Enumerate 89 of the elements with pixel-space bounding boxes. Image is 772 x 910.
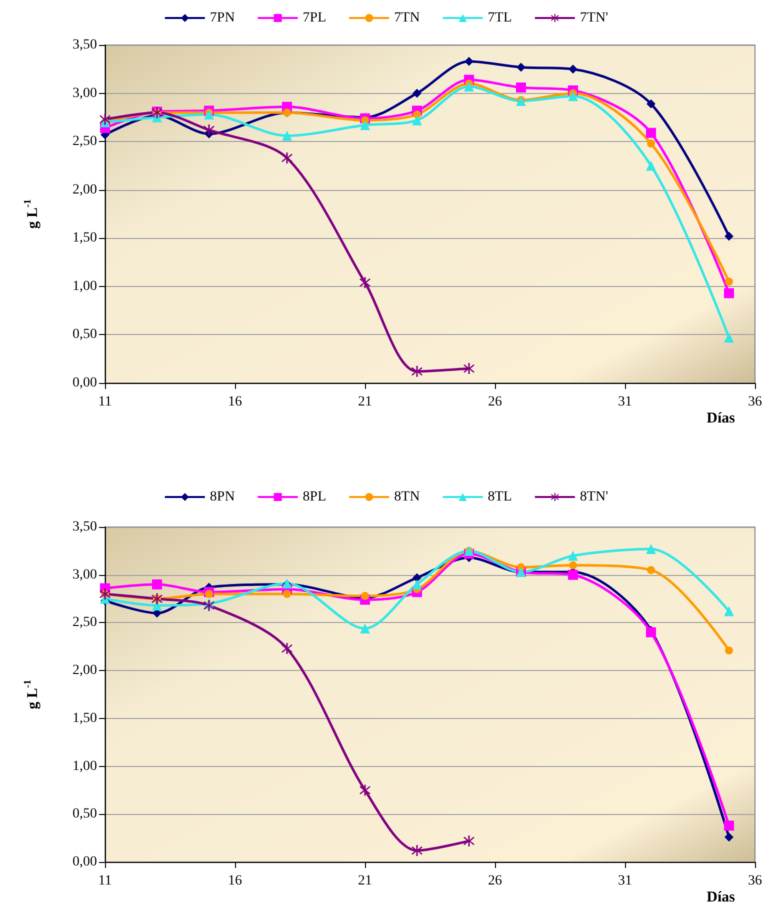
x-tick-label: 11 [98,394,112,410]
point [412,366,422,377]
point [516,82,526,92]
legend-label: 7TN [394,10,420,26]
point [724,832,734,842]
point [646,544,656,554]
point [283,590,291,598]
y-tick-label: 0,00 [72,854,97,870]
y-tick-label: 2,50 [72,615,97,630]
y-tick-label: 1,00 [72,758,97,774]
point [100,114,110,125]
point [412,579,422,590]
y-axis-title: g L-1 [22,199,41,229]
point [282,130,292,141]
point [412,115,422,126]
x-tick-label: 16 [228,394,242,410]
point [647,140,655,148]
point [412,88,422,98]
x-tick-label: 31 [618,874,632,888]
point [464,56,474,66]
point [646,627,656,638]
point [360,784,370,796]
legend-label: 8TL [488,490,512,504]
x-axis-title: Días [706,890,736,906]
point [725,278,733,286]
x-tick-label: 21 [358,874,372,888]
y-tick-label: 3,50 [72,520,97,534]
point [646,128,656,138]
legend-label: 8TN [394,490,420,504]
y-tick-label: 2,00 [72,663,97,678]
point [360,120,370,130]
point [568,550,578,561]
point [725,646,733,654]
point [412,845,422,856]
legend-label: 7PL [302,10,326,26]
point [724,606,734,616]
legend-label: 7PN [210,10,235,26]
point [464,82,474,92]
point [724,332,734,343]
point [361,592,369,600]
y-tick-label: 2,00 [72,182,97,198]
point [204,110,214,120]
y-tick-label: 0,50 [72,806,97,822]
y-tick-label: 0,50 [72,327,97,342]
point [360,277,370,288]
x-tick-label: 21 [358,394,372,410]
x-tick-label: 26 [488,394,502,410]
point [724,288,734,298]
point [204,124,214,136]
point [282,643,292,654]
point [464,363,474,374]
x-tick-label: 31 [618,394,632,410]
point [646,160,656,171]
point [724,820,734,831]
y-tick-label: 1,50 [72,710,97,726]
point [516,62,526,72]
y-tick-label: 0,00 [72,376,97,390]
x-tick-label: 26 [488,874,502,888]
y-tick-label: 2,50 [72,134,97,150]
point [647,566,655,574]
point [569,561,577,570]
point [205,590,213,598]
point [152,579,162,590]
y-axis-title: g L-1 [22,680,41,710]
legend-label: 8PL [302,490,326,504]
point [360,623,370,634]
x-tick-label: 36 [748,394,762,410]
point [412,573,422,582]
legend-label: 8PN [210,490,235,504]
point [568,64,578,74]
x-axis-title: Días [706,410,736,426]
y-tick-label: 3,00 [72,567,97,582]
y-tick-label: 1,50 [72,230,97,246]
point [464,835,474,846]
legend-label: 7TN' [580,10,608,26]
y-tick-label: 3,50 [72,38,97,52]
point [282,152,292,164]
point [646,99,656,108]
point [568,91,578,102]
x-tick-label: 11 [98,874,112,888]
y-tick-label: 3,00 [72,86,97,101]
x-tick-label: 36 [748,874,762,888]
y-tick-label: 1,00 [72,278,97,294]
x-tick-label: 16 [228,874,242,888]
legend-label: 7TL [488,10,512,26]
point [724,232,734,241]
point [568,570,578,580]
legend-label: 8TN' [580,490,608,504]
point [413,110,421,119]
